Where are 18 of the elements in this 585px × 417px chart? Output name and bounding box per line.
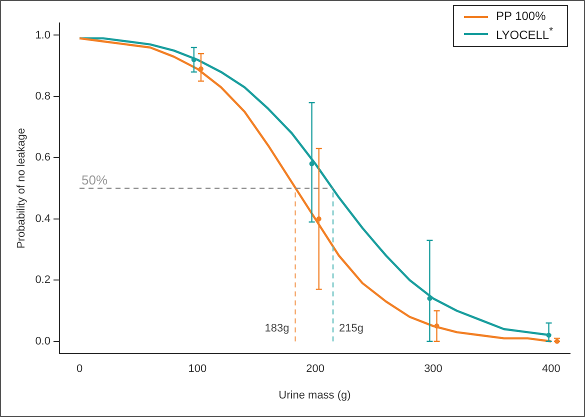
ref-line-label: 50% [82,172,108,188]
legend-label: LYOCELL$^{*}$ [496,25,553,43]
ref-line-label: 215g [339,322,364,334]
y-tick-label: 0.0 [35,335,50,348]
legend-label: PP 100% [496,9,546,24]
ref-line-label: 183g [264,322,290,334]
x-tick-label: 100 [188,363,207,376]
y-axis-title: Probability of no leakage [16,128,28,249]
y-tick-label: 0.2 [35,274,50,286]
x-axis-title: Urine mass (g) [278,389,351,402]
y-tick-label: 0.6 [35,152,50,164]
y-tick-label: 0.8 [35,90,50,102]
y-tick-label: 1.0 [35,29,50,42]
y-tick-label: 0.4 [35,212,50,225]
x-tick-label: 300 [424,363,442,376]
x-tick-label: 200 [306,363,325,376]
x-tick-label: 0 [76,363,83,376]
x-tick-label: 400 [542,363,560,376]
